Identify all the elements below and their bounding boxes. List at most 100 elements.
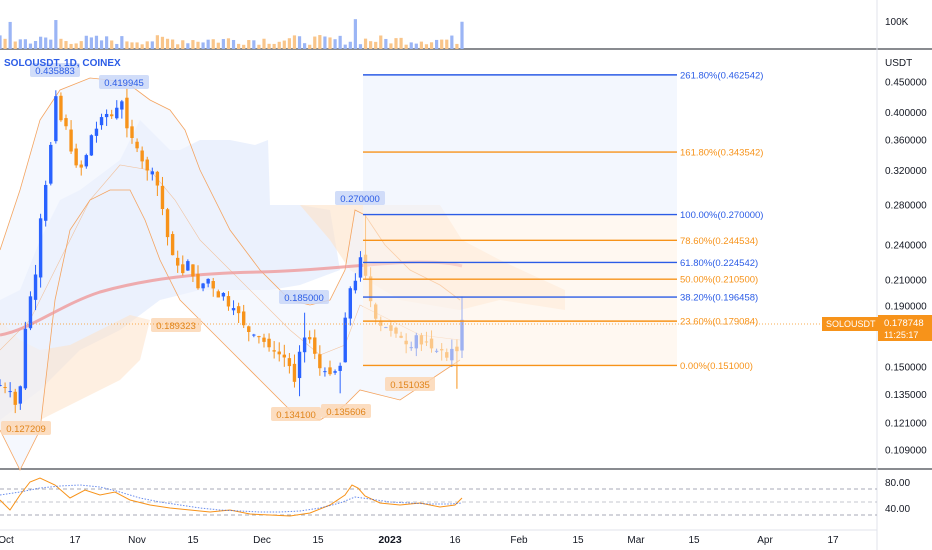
- candle-body-19: [94, 128, 99, 136]
- fib-label-3: 78.60%(0.244534): [680, 236, 758, 247]
- x-tick-label-10: Mar: [627, 535, 645, 546]
- price-badge-value: 0.178748: [884, 318, 924, 329]
- symbol-badge-label: SOLOUSDT: [826, 319, 876, 329]
- volume-bar-36: [181, 40, 185, 49]
- volume-bar-77: [389, 43, 393, 49]
- y-tick-label-5: 0.240000: [885, 241, 927, 252]
- candle-body-53: [267, 338, 271, 348]
- candle-body-40: [201, 283, 205, 289]
- fib-zone-upper: [363, 74, 677, 215]
- volume-bar-3: [13, 41, 17, 49]
- x-tick-label-5: 15: [312, 535, 324, 546]
- candle-body-3: [13, 391, 17, 405]
- candle-body-11: [54, 96, 58, 142]
- annotation-box-7: [271, 407, 321, 421]
- volume-bar-42: [211, 39, 215, 49]
- volume-bar-83: [419, 41, 423, 49]
- volume-bar-4: [18, 39, 22, 49]
- x-tick-label-13: 17: [827, 535, 839, 546]
- symbol-title: SOLOUSDT, 1D, COINEX: [4, 58, 121, 69]
- rsi-level-high: 80.00: [885, 478, 910, 489]
- volume-bar-15: [74, 43, 78, 49]
- x-tick-label-4: Dec: [253, 535, 271, 546]
- volume-bar-78: [394, 38, 398, 49]
- volume-bar-31: [155, 35, 159, 49]
- candle-body-48: [241, 311, 246, 326]
- volume-bar-80: [404, 44, 408, 49]
- volume-bar-63: [318, 35, 322, 49]
- candle-body-31: [155, 171, 160, 186]
- candle-body-68: [343, 317, 347, 363]
- volume-bar-61: [308, 44, 312, 49]
- volume-bar-44: [221, 39, 225, 49]
- x-tick-label-7: 16: [449, 535, 461, 546]
- candle-body-59: [297, 351, 302, 379]
- volume-bar-43: [216, 42, 220, 49]
- volume-bar-2: [8, 21, 12, 49]
- volume-bar-38: [191, 40, 195, 49]
- volume-bar-33: [165, 38, 170, 49]
- candle-body-65: [328, 367, 332, 375]
- annotation-label-8: 0.135606: [326, 407, 366, 418]
- y-tick-label-11: 0.121000: [885, 418, 927, 429]
- price-badge: [878, 315, 932, 341]
- fib-label-2: 100.00%(0.270000): [680, 210, 763, 221]
- candle-body-51: [257, 336, 261, 338]
- bollinger-lower: [0, 189, 461, 471]
- rsi-level-low: 40.00: [885, 504, 910, 515]
- candle-body-0: [0, 385, 2, 387]
- candle-body-71: [358, 257, 363, 278]
- annotation-label-6: 0.127209: [6, 424, 46, 435]
- volume-bar-35: [176, 44, 180, 49]
- fib-label-6: 38.20%(0.196458): [680, 293, 758, 304]
- candle-body-50: [252, 334, 256, 336]
- candle-body-70: [353, 280, 358, 291]
- annotation-box-8: [321, 404, 371, 418]
- candle-body-58: [292, 363, 297, 382]
- volume-bar-45: [226, 38, 231, 49]
- y-tick-label-0: 0.450000: [885, 78, 927, 89]
- volume-bar-57: [287, 38, 291, 49]
- volume-bar-27: [135, 42, 139, 49]
- annotation-label-3: 0.185000: [284, 293, 324, 304]
- candle-body-41: [206, 278, 210, 284]
- rsi-line: [0, 477, 463, 517]
- volume-bar-59: [297, 36, 302, 49]
- volume-bar-19: [94, 35, 99, 49]
- x-tick-label-0: Oct: [0, 535, 14, 546]
- volume-bar-46: [231, 39, 236, 49]
- volume-bar-50: [252, 40, 256, 49]
- volume-bar-18: [89, 37, 93, 49]
- candle-body-49: [247, 326, 251, 333]
- volume-bar-16: [79, 41, 83, 49]
- volume-bar-40: [201, 42, 205, 49]
- volume-bar-12: [59, 38, 63, 49]
- volume-bar-41: [206, 39, 210, 49]
- annotation-box-3: [279, 290, 329, 304]
- annotation-label-1: 0.419945: [104, 78, 144, 89]
- candle-body-54: [272, 350, 276, 352]
- y-tick-label-1: 0.400000: [885, 108, 927, 119]
- candle-body-39: [196, 273, 200, 289]
- candle-body-18: [89, 135, 94, 156]
- volume-bar-60: [303, 43, 307, 49]
- volume-bar-26: [130, 42, 134, 49]
- candle-body-42: [211, 281, 215, 289]
- candle-body-27: [135, 141, 139, 149]
- volume-bar-66: [333, 39, 337, 49]
- candle-body-17: [84, 155, 89, 167]
- candle-body-34: [170, 234, 175, 256]
- fib-label-8: 0.00%(0.151000): [680, 361, 753, 372]
- x-tick-label-12: Apr: [757, 535, 773, 546]
- volume-bar-34: [171, 39, 175, 49]
- volume-bar-22: [110, 40, 114, 49]
- volume-bar-71: [358, 44, 363, 49]
- candle-body-12: [59, 95, 63, 121]
- volume-bar-10: [49, 39, 53, 49]
- fib-label-1: 161.80%(0.343542): [680, 148, 763, 159]
- volume-bar-68: [343, 44, 347, 49]
- volume-bar-70: [353, 19, 357, 49]
- candle-body-10: [49, 144, 53, 184]
- fib-label-5: 50.00%(0.210500): [680, 275, 758, 286]
